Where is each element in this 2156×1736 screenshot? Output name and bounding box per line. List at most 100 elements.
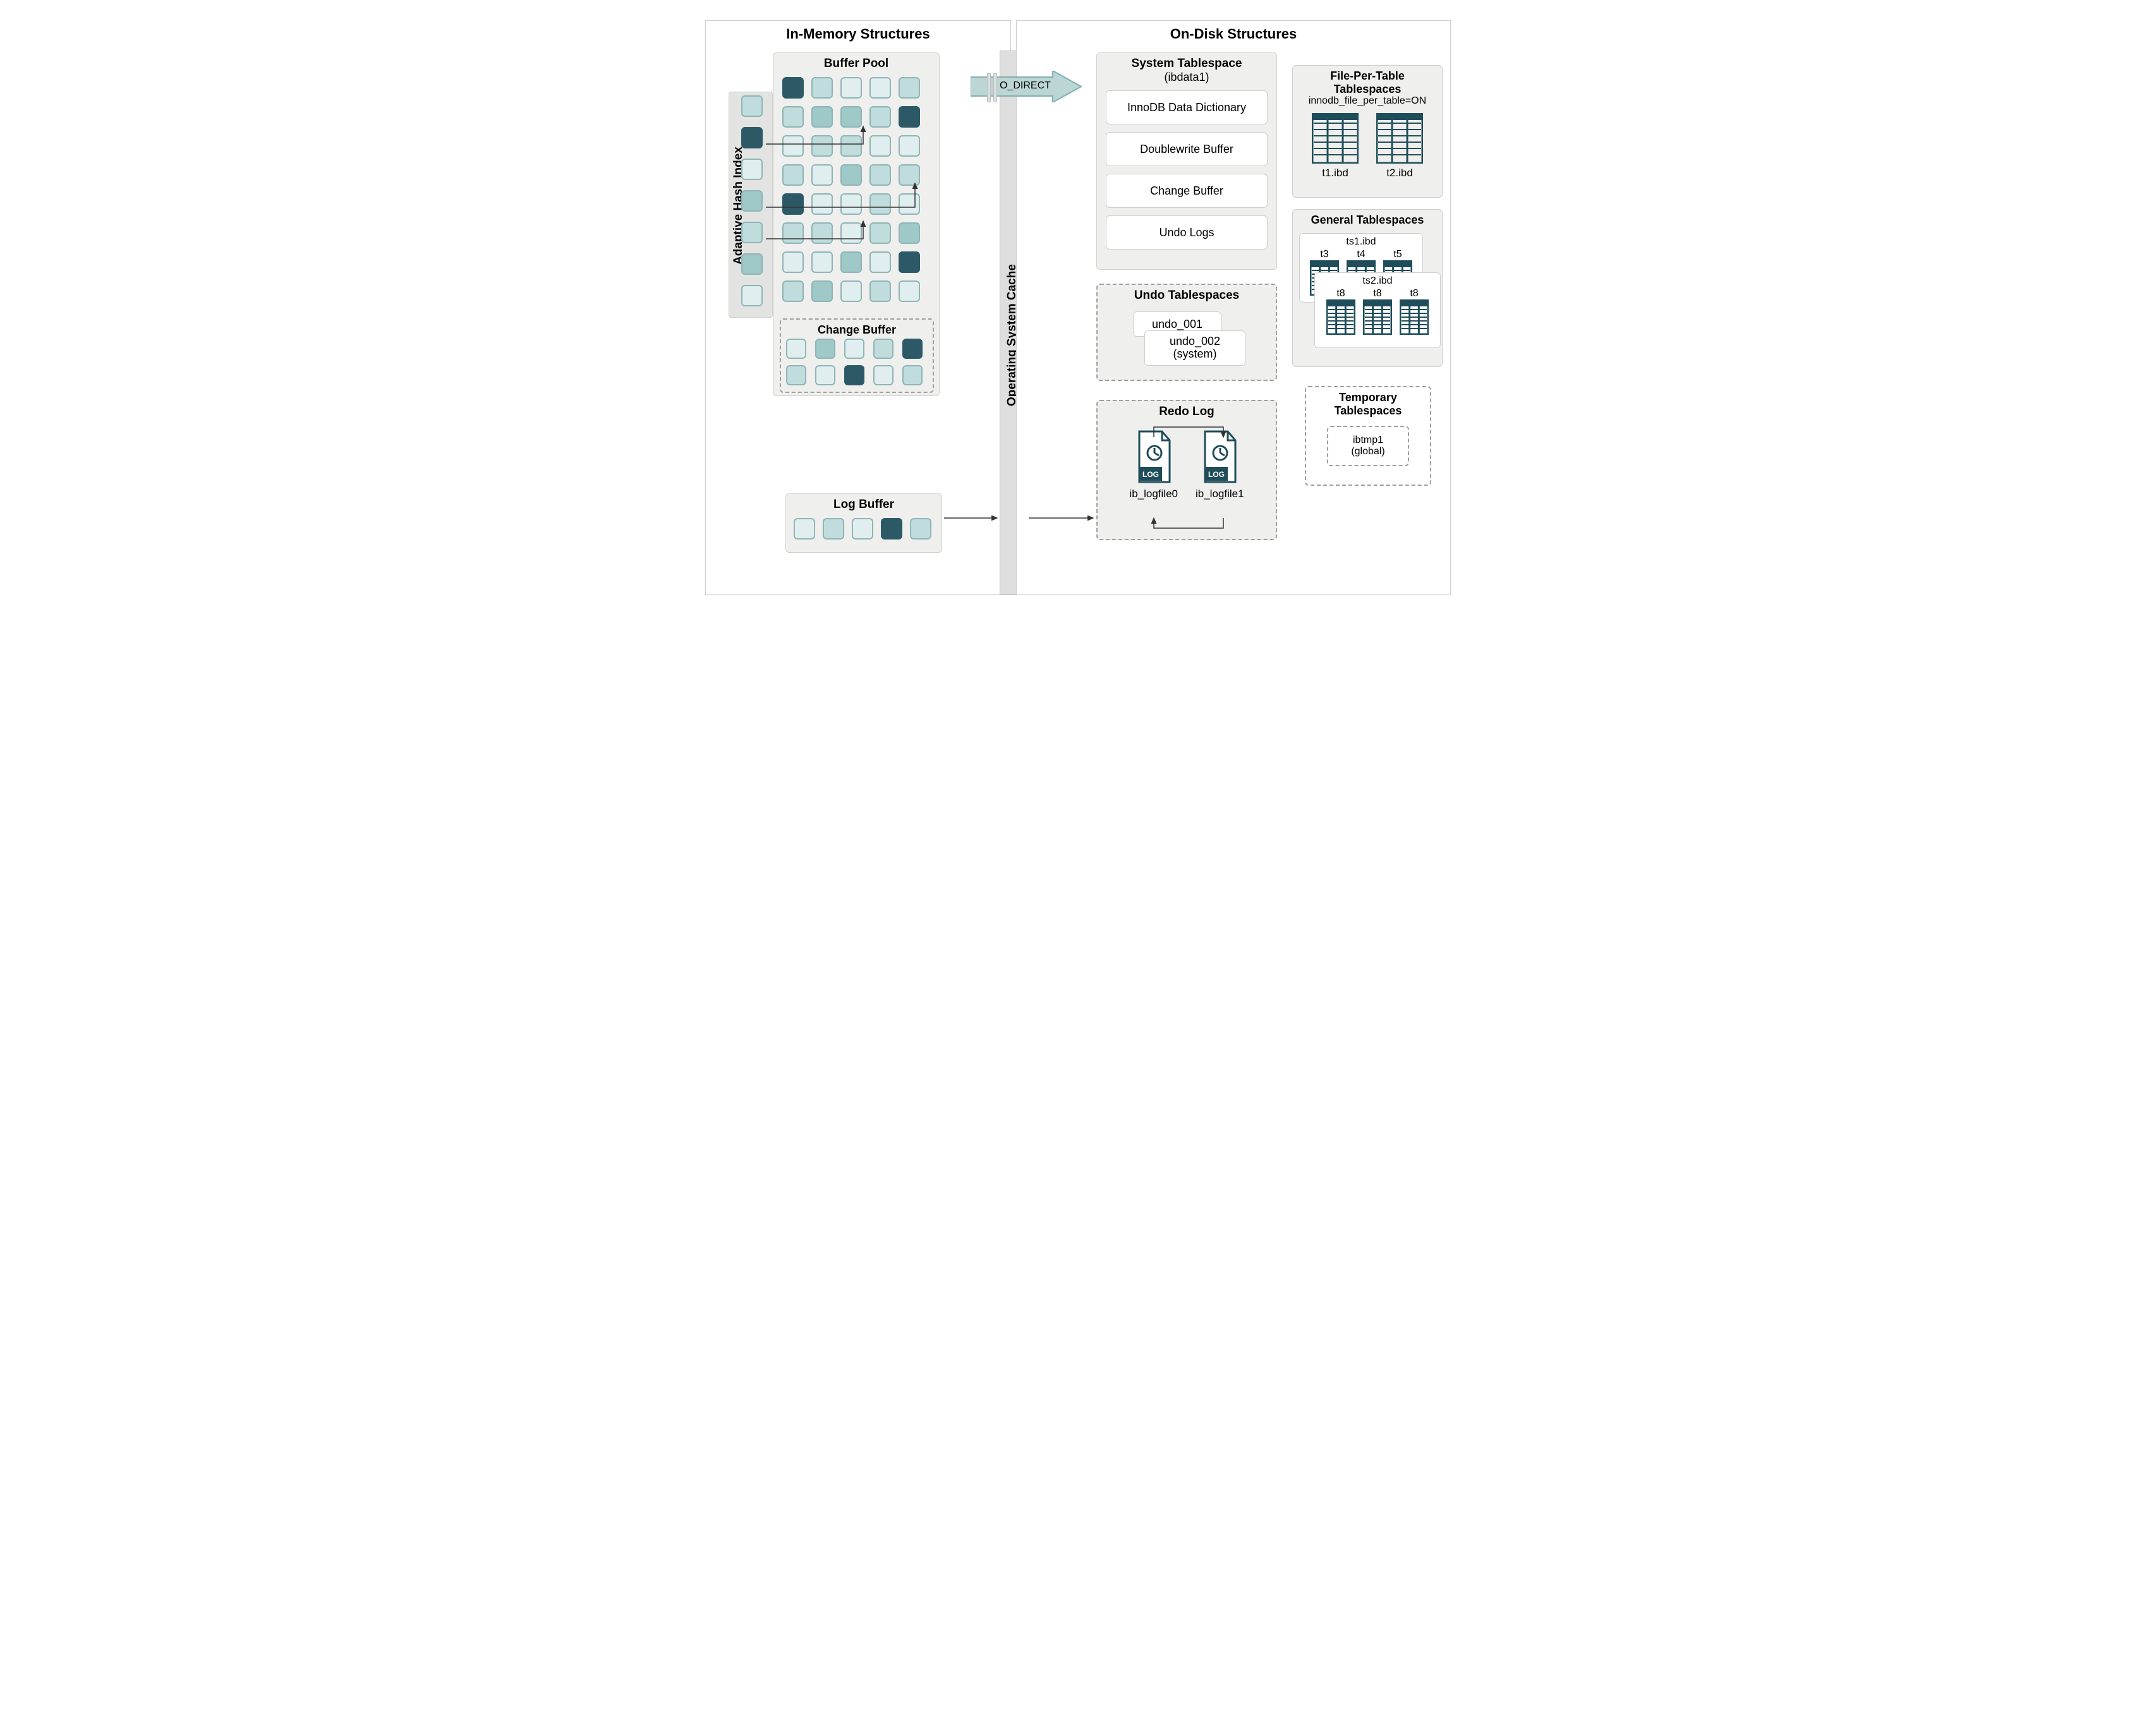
buffer-cell	[741, 95, 763, 117]
buffer-cell	[844, 365, 864, 385]
tt-title: TemporaryTablespaces	[1306, 387, 1430, 418]
buffer-cell	[899, 251, 920, 273]
gt-title: General Tablespaces	[1293, 210, 1442, 228]
fpt-setting: innodb_file_per_table=ON	[1293, 95, 1442, 107]
buffer-cell	[782, 251, 804, 273]
buffer-cell	[852, 518, 873, 539]
system-tablespace-item: Change Buffer	[1106, 174, 1268, 208]
fpt-file-0: t1.ibd	[1312, 113, 1359, 179]
system-tablespace-title: System Tablespace	[1097, 53, 1276, 72]
buffer-cell	[811, 222, 833, 244]
undo-file-1: undo_002 (system)	[1144, 330, 1245, 366]
buffer-cell	[899, 164, 920, 186]
buffer-cell	[811, 193, 833, 215]
stripe-1	[987, 73, 991, 102]
buffer-cell	[899, 106, 920, 128]
change-buffer-title: Change Buffer	[781, 320, 933, 338]
buffer-cell	[823, 518, 844, 539]
buffer-cell	[741, 222, 763, 243]
innodb-architecture-diagram: In-Memory Structures Adaptive Hash Index…	[705, 13, 1451, 606]
buffer-cell	[869, 77, 891, 99]
fpt-file-1: t2.ibd	[1376, 113, 1423, 179]
buffer-cell	[873, 339, 893, 359]
buffer-cell	[869, 193, 891, 215]
buffer-cell	[815, 339, 835, 359]
panel-in-memory: In-Memory Structures Adaptive Hash Index…	[705, 20, 1011, 595]
change-buffer: Change Buffer	[780, 318, 934, 393]
stripe-2	[993, 73, 997, 102]
file-per-table-tablespaces: File-Per-TableTablespaces innodb_file_pe…	[1292, 65, 1443, 198]
table-icon: t8	[1363, 288, 1392, 338]
fpt-title: File-Per-TableTablespaces	[1293, 66, 1442, 97]
buffer-cell	[873, 365, 893, 385]
buffer-cell	[869, 164, 891, 186]
panel-title-on-disk: On-Disk Structures	[1017, 21, 1450, 45]
buffer-cell	[741, 190, 763, 212]
buffer-cell	[902, 339, 923, 359]
buffer-cell	[741, 285, 763, 306]
buffer-pool-title: Buffer Pool	[773, 53, 939, 72]
buffer-cell	[869, 106, 891, 128]
tt-file: ibtmp1 (global)	[1327, 426, 1409, 466]
log-buffer: Log Buffer	[785, 493, 942, 553]
buffer-cell	[881, 518, 902, 539]
redo-log: Redo Log LOG ib_logfile0 LOG ib_logfile1	[1096, 400, 1277, 540]
buffer-cell	[840, 193, 862, 215]
buffer-cell	[840, 222, 862, 244]
system-tablespace-subtitle: (ibdata1)	[1097, 71, 1276, 84]
buffer-cell	[840, 251, 862, 273]
buffer-cell	[741, 159, 763, 180]
buffer-cell	[782, 193, 804, 215]
system-tablespace-item: Doublewrite Buffer	[1106, 132, 1268, 166]
buffer-cell	[782, 222, 804, 244]
buffer-cell	[786, 339, 806, 359]
buffer-cell	[811, 135, 833, 157]
buffer-cell	[869, 135, 891, 157]
buffer-cell	[786, 365, 806, 385]
buffer-pool-grid	[782, 77, 931, 317]
buffer-cell	[782, 280, 804, 302]
buffer-cell	[840, 280, 862, 302]
system-tablespace-item: Undo Logs	[1106, 215, 1268, 250]
buffer-cell	[899, 280, 920, 302]
buffer-cell	[782, 164, 804, 186]
buffer-cell	[811, 164, 833, 186]
buffer-cell	[782, 106, 804, 128]
o-direct-label: O_DIRECT	[1000, 80, 1051, 92]
buffer-cell	[899, 77, 920, 99]
buffer-cell	[899, 193, 920, 215]
redo-file-0: LOG ib_logfile0	[1129, 429, 1178, 500]
table-icon: t8	[1400, 288, 1429, 338]
buffer-cell	[815, 365, 835, 385]
temporary-tablespaces: TemporaryTablespaces ibtmp1 (global)	[1305, 386, 1431, 486]
svg-text:LOG: LOG	[1208, 470, 1225, 479]
buffer-cell	[811, 251, 833, 273]
panel-title-in-memory: In-Memory Structures	[706, 21, 1010, 45]
buffer-cell	[794, 518, 815, 539]
buffer-cell	[902, 365, 923, 385]
buffer-cell	[811, 280, 833, 302]
buffer-cell	[741, 253, 763, 275]
table-icon: t8	[1326, 288, 1355, 338]
buffer-cell	[840, 164, 862, 186]
buffer-cell	[869, 280, 891, 302]
buffer-cell	[840, 77, 862, 99]
redo-file-1: LOG ib_logfile1	[1196, 429, 1244, 500]
buffer-cell	[844, 339, 864, 359]
buffer-cell	[741, 127, 763, 148]
buffer-cell	[811, 106, 833, 128]
buffer-cell	[899, 135, 920, 157]
system-tablespace-item: InnoDB Data Dictionary	[1106, 90, 1268, 124]
gt-group-1: ts2.ibd t8t8t8	[1314, 272, 1441, 348]
buffer-cell	[782, 135, 804, 157]
buffer-cell	[811, 77, 833, 99]
general-tablespaces: General Tablespaces ts1.ibd t3t4t5 ts2.i…	[1292, 209, 1443, 367]
log-buffer-title: Log Buffer	[786, 494, 942, 513]
undo-tablespaces-title: Undo Tablespaces	[1098, 285, 1276, 304]
buffer-cell	[869, 251, 891, 273]
buffer-cell	[899, 222, 920, 244]
buffer-cell	[840, 106, 862, 128]
system-tablespace: System Tablespace (ibdata1) InnoDB Data …	[1096, 52, 1277, 270]
redo-log-title: Redo Log	[1098, 401, 1276, 420]
undo-tablespaces: Undo Tablespaces undo_001 undo_002 (syst…	[1096, 284, 1277, 381]
